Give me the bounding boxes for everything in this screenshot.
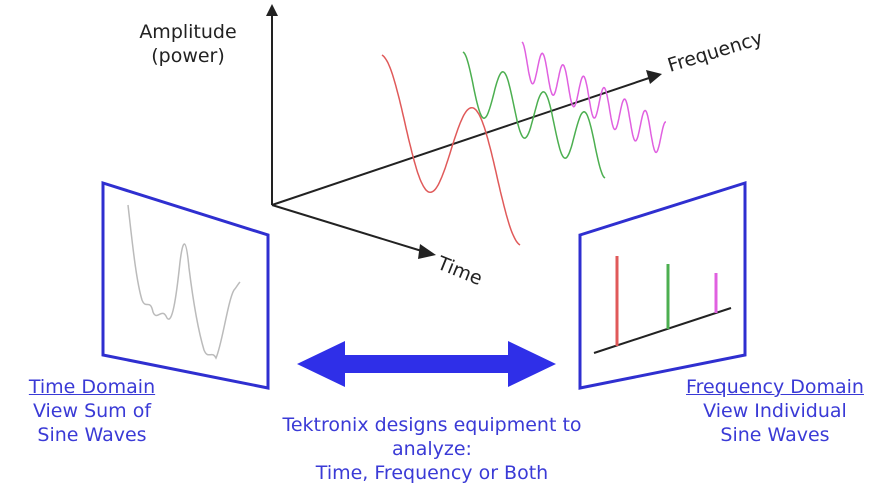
frequency-axis bbox=[271, 76, 653, 206]
frequency-domain-caption: Frequency Domain View Individual Sine Wa… bbox=[670, 375, 880, 447]
caption-line3: Time, Frequency or Both bbox=[315, 462, 549, 484]
caption-line1: Tektronix designs equipment to bbox=[282, 414, 582, 436]
frequency-axis-arrowhead bbox=[646, 70, 662, 84]
amplitude-axis-label: Amplitude (power) bbox=[118, 20, 258, 68]
time-domain-line1: View Sum of bbox=[32, 400, 152, 422]
amplitude-axis-arrowhead bbox=[266, 4, 278, 16]
time-domain-sum-wave bbox=[127, 204, 241, 360]
amplitude-label-line2: (power) bbox=[151, 45, 225, 67]
time-domain-line2: Sine Waves bbox=[37, 424, 147, 446]
time-domain-panel bbox=[101, 180, 270, 390]
time-axis bbox=[271, 204, 426, 253]
magenta-sine-wave bbox=[521, 41, 666, 154]
frequency-domain-panel bbox=[578, 180, 747, 390]
frequency-domain-line2: Sine Waves bbox=[720, 424, 830, 446]
frequency-axis-label: Frequency bbox=[665, 27, 765, 77]
red-sine-wave bbox=[381, 54, 521, 246]
time-domain-title: Time Domain bbox=[28, 376, 156, 398]
double-headed-arrow bbox=[297, 341, 556, 387]
time-domain-caption: Time Domain View Sum of Sine Waves bbox=[0, 375, 184, 447]
time-axis-arrowhead bbox=[418, 244, 436, 259]
green-sine-wave bbox=[462, 51, 606, 179]
tektronix-caption: Tektronix designs equipment to analyze: … bbox=[232, 413, 632, 485]
frequency-domain-line1: View Individual bbox=[703, 400, 847, 422]
caption-line2: analyze: bbox=[392, 438, 472, 460]
amplitude-label-line1: Amplitude bbox=[139, 21, 237, 43]
frequency-domain-title: Frequency Domain bbox=[686, 376, 864, 398]
time-axis-label: Time bbox=[433, 252, 485, 290]
